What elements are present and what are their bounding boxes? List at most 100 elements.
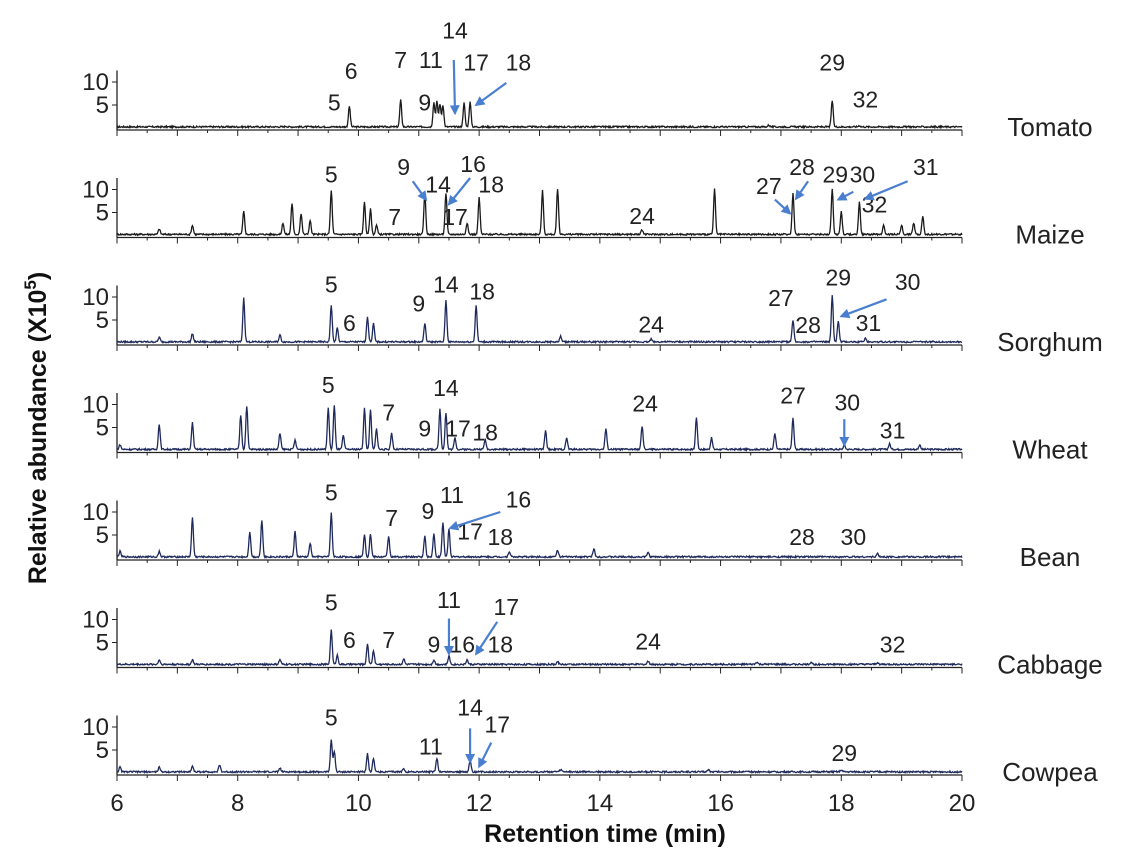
y-tick-label: 10 xyxy=(82,392,109,419)
peak-label: 7 xyxy=(388,204,401,230)
peak-label: 5 xyxy=(322,372,335,398)
y-axis-title-main: Relative abundance (X10 xyxy=(24,290,52,585)
sample-label: Wheat xyxy=(1012,435,1088,465)
y-tick-label: 5 xyxy=(96,307,109,334)
peak-label: 30 xyxy=(850,162,876,188)
peak-label: 30 xyxy=(835,389,861,415)
chromatogram-trace xyxy=(116,188,963,237)
peak-label: 9 xyxy=(421,498,434,524)
peak-label: 9 xyxy=(418,90,431,116)
peak-arrow xyxy=(836,190,854,201)
peak-label: 17 xyxy=(494,594,520,620)
peak-label: 27 xyxy=(756,173,782,199)
chromatogram-trace xyxy=(116,405,963,452)
peak-label: 31 xyxy=(913,154,939,180)
peak-label: 9 xyxy=(418,416,431,442)
peak-arrow xyxy=(478,742,493,769)
peak-label: 32 xyxy=(880,632,906,658)
peak-arrow xyxy=(447,177,471,206)
peak-label: 9 xyxy=(412,291,425,317)
chromatogram-trace xyxy=(116,512,963,560)
peak-label: 16 xyxy=(506,486,532,512)
peak-label: 17 xyxy=(484,712,510,738)
peak-label: 14 xyxy=(433,375,459,401)
sample-label: Tomato xyxy=(1007,112,1092,142)
peak-label: 18 xyxy=(469,278,495,304)
peak-label: 17 xyxy=(457,519,483,545)
peak-label: 17 xyxy=(463,50,489,76)
peak-arrow xyxy=(475,621,499,656)
peak-label: 16 xyxy=(449,632,475,658)
x-tick-label: 10 xyxy=(345,790,372,817)
y-tick-label: 10 xyxy=(82,69,109,96)
y-tick-label: 10 xyxy=(82,714,109,741)
y-axis-title: Relative abundance (X105) xyxy=(21,272,52,584)
peak-label: 27 xyxy=(768,285,794,311)
peak-label: 5 xyxy=(325,705,338,731)
y-tick-label: 5 xyxy=(96,630,109,657)
peak-label: 11 xyxy=(437,587,461,613)
peak-label: 29 xyxy=(819,50,845,76)
peak-label: 29 xyxy=(825,265,851,291)
y-axis-title-exponent: 5 xyxy=(21,280,40,289)
peak-label: 14 xyxy=(425,172,451,198)
chromatogram-trace xyxy=(116,739,963,775)
peak-label: 28 xyxy=(795,312,821,338)
peak-label: 24 xyxy=(638,311,664,337)
peak-label: 18 xyxy=(478,172,504,198)
peak-label: 14 xyxy=(433,271,459,297)
y-tick-label: 10 xyxy=(82,607,109,634)
peak-label: 11 xyxy=(419,734,443,760)
y-axis-title-close: ) xyxy=(24,272,52,280)
peak-label: 31 xyxy=(880,418,906,444)
peak-label: 7 xyxy=(385,505,398,531)
x-tick-label: 16 xyxy=(707,790,734,817)
peak-label: 6 xyxy=(345,58,358,84)
peak-label: 5 xyxy=(325,271,338,297)
peak-label: 31 xyxy=(856,310,882,336)
y-tick-label: 5 xyxy=(96,415,109,442)
peak-label: 28 xyxy=(789,154,815,180)
x-tick-label: 18 xyxy=(828,790,855,817)
chromatogram-trace xyxy=(116,295,963,345)
peak-label: 24 xyxy=(635,628,661,654)
peak-label: 5 xyxy=(325,480,338,506)
y-tick-label: 5 xyxy=(96,737,109,764)
peak-label: 5 xyxy=(328,90,341,116)
peak-arrow xyxy=(794,180,809,201)
peak-label: 32 xyxy=(853,86,879,112)
peak-label: 16 xyxy=(460,151,486,177)
peak-label: 18 xyxy=(487,524,513,550)
chromatogram-trace xyxy=(116,629,963,667)
peak-label: 11 xyxy=(419,47,443,73)
peak-label: 29 xyxy=(832,740,858,766)
peak-label: 27 xyxy=(780,383,806,409)
peak-label: 7 xyxy=(394,47,407,73)
y-tick-label: 10 xyxy=(82,284,109,311)
peak-label: 5 xyxy=(325,589,338,615)
peak-label: 24 xyxy=(629,203,655,229)
peak-label: 6 xyxy=(343,310,356,336)
x-tick-label: 12 xyxy=(466,790,493,817)
y-tick-label: 10 xyxy=(82,499,109,526)
x-tick-label: 14 xyxy=(587,790,614,817)
peak-arrow xyxy=(774,198,792,215)
peak-label: 30 xyxy=(841,524,867,550)
peak-arrow xyxy=(411,180,428,202)
peak-arrow xyxy=(449,59,460,116)
peak-label: 7 xyxy=(382,627,395,653)
peak-label: 7 xyxy=(382,400,395,426)
peak-label: 18 xyxy=(506,50,532,76)
peak-label: 18 xyxy=(472,419,498,445)
sample-label: Cowpea xyxy=(1002,757,1098,787)
peak-label: 28 xyxy=(789,524,815,550)
